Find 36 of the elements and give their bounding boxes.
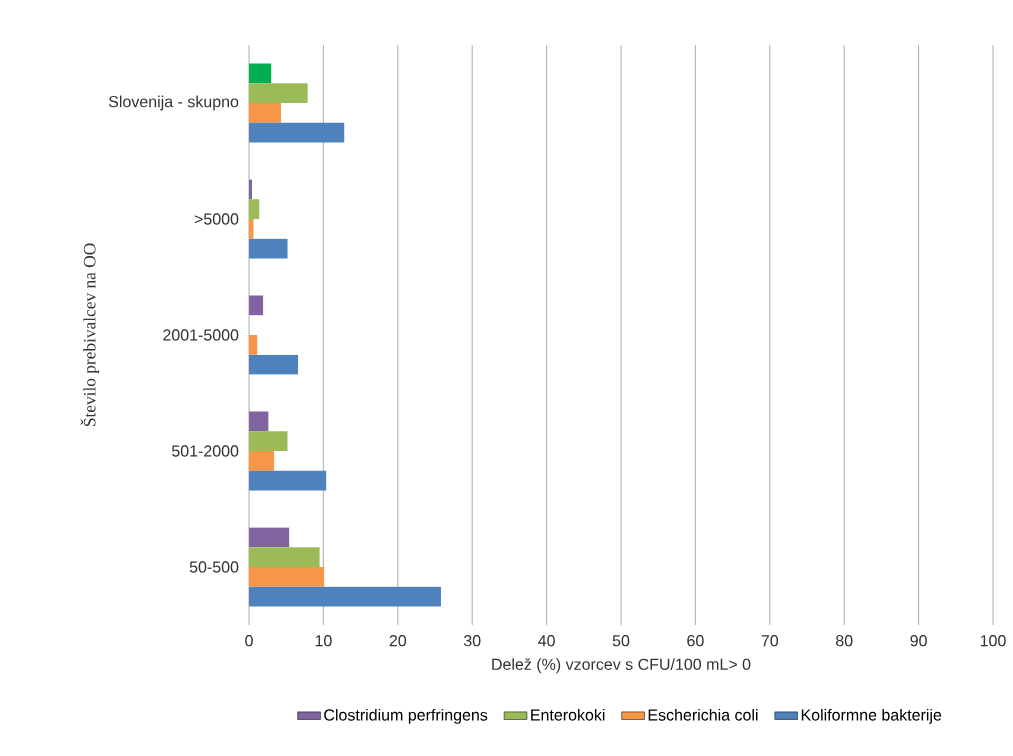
bar bbox=[249, 470, 327, 491]
bar bbox=[249, 431, 288, 451]
x-tick-label: 30 bbox=[463, 635, 481, 647]
x-tick-label: 10 bbox=[315, 635, 332, 647]
bar bbox=[249, 83, 308, 103]
bar bbox=[249, 527, 290, 548]
x-tick-label: 40 bbox=[538, 635, 555, 647]
y-tick-label: 2001-5000 bbox=[163, 329, 239, 341]
x-tick-label: 90 bbox=[910, 635, 927, 647]
x-tick-label: 70 bbox=[761, 635, 779, 647]
legend-label: Clostridium perfringens bbox=[324, 708, 488, 724]
x-tick-label: 20 bbox=[389, 635, 407, 647]
y-axis-title: Število prebivalcev na OO bbox=[80, 243, 100, 427]
y-tick-label: 501-2000 bbox=[171, 445, 239, 457]
bar bbox=[249, 547, 320, 567]
legend-label: Koliformne bakterije bbox=[801, 708, 942, 724]
bar bbox=[249, 238, 288, 259]
bar bbox=[249, 103, 281, 123]
y-tick-label: Slovenija - skupno bbox=[108, 95, 239, 111]
bar bbox=[249, 586, 441, 607]
x-tick-label: 80 bbox=[835, 635, 853, 647]
legend-label: Escherichia coli bbox=[648, 708, 758, 721]
bar bbox=[249, 566, 325, 587]
x-tick-label: 100 bbox=[980, 635, 1006, 647]
bar bbox=[249, 450, 275, 471]
y-tick-label: 50-500 bbox=[189, 561, 239, 573]
legend-label: Enterokoki bbox=[531, 708, 605, 721]
x-axis-title: Delež (%) vzorcev s CFU/100 mL> 0 bbox=[492, 658, 751, 674]
y-tick-label: >5000 bbox=[194, 213, 239, 225]
x-tick-label: 50 bbox=[612, 635, 630, 647]
x-tick-label: 60 bbox=[687, 635, 704, 647]
bar bbox=[249, 411, 269, 432]
x-tick-label: 0 bbox=[245, 635, 253, 647]
bar bbox=[249, 122, 345, 143]
bar bbox=[249, 63, 272, 84]
bar bbox=[249, 354, 299, 375]
